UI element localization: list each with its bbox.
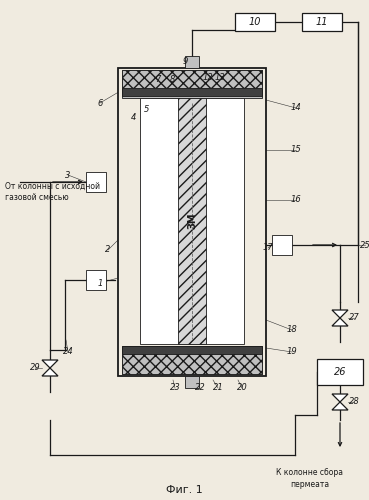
Text: 28: 28 — [349, 398, 359, 406]
Text: 8: 8 — [169, 76, 175, 84]
Bar — [122, 346, 262, 354]
Text: К колонне сбора
пермеата: К колонне сбора пермеата — [276, 468, 344, 489]
Text: 29: 29 — [30, 364, 40, 372]
Bar — [118, 68, 266, 376]
Text: 23: 23 — [170, 384, 180, 392]
Text: 18: 18 — [287, 326, 297, 334]
Bar — [185, 56, 199, 68]
Text: 10: 10 — [249, 17, 261, 27]
Bar — [86, 172, 106, 192]
Text: 11: 11 — [316, 17, 328, 27]
Text: 27: 27 — [349, 314, 359, 322]
Text: 4: 4 — [131, 114, 137, 122]
Text: От колонны с исходной
газовой смесью: От колонны с исходной газовой смесью — [5, 182, 100, 203]
Bar — [317, 359, 363, 385]
Text: 17: 17 — [263, 244, 273, 252]
Bar — [178, 98, 206, 344]
Text: 20: 20 — [237, 384, 247, 392]
Text: 3: 3 — [65, 170, 71, 179]
Polygon shape — [332, 310, 348, 318]
Polygon shape — [42, 360, 58, 368]
Text: ЗМ: ЗМ — [187, 213, 197, 229]
Text: Фиг. 1: Фиг. 1 — [166, 485, 202, 495]
Text: 15: 15 — [291, 146, 301, 154]
Text: 9: 9 — [182, 58, 188, 66]
Text: 1: 1 — [97, 278, 103, 287]
Bar — [122, 70, 262, 98]
Text: 19: 19 — [287, 348, 297, 356]
Polygon shape — [332, 394, 348, 402]
Bar — [140, 98, 244, 344]
Polygon shape — [332, 402, 348, 410]
Text: 5: 5 — [144, 106, 150, 114]
Bar — [122, 88, 262, 96]
Text: 14: 14 — [291, 104, 301, 112]
Text: 2: 2 — [105, 246, 111, 254]
Text: 22: 22 — [194, 384, 206, 392]
Text: 25: 25 — [360, 240, 369, 250]
Polygon shape — [332, 318, 348, 326]
Bar — [122, 354, 262, 374]
Text: 21: 21 — [213, 384, 223, 392]
Text: 13: 13 — [215, 74, 225, 82]
Bar — [235, 13, 275, 31]
Polygon shape — [42, 368, 58, 376]
Text: 16: 16 — [291, 196, 301, 204]
Bar — [272, 235, 292, 255]
Bar — [302, 13, 342, 31]
Bar — [122, 70, 262, 88]
Text: 12: 12 — [203, 74, 213, 82]
Bar — [86, 270, 106, 290]
Text: 24: 24 — [63, 348, 73, 356]
Bar — [122, 346, 262, 374]
Bar — [185, 376, 199, 388]
Text: 6: 6 — [97, 98, 103, 108]
Text: 26: 26 — [334, 367, 346, 377]
Text: 7: 7 — [155, 76, 161, 84]
